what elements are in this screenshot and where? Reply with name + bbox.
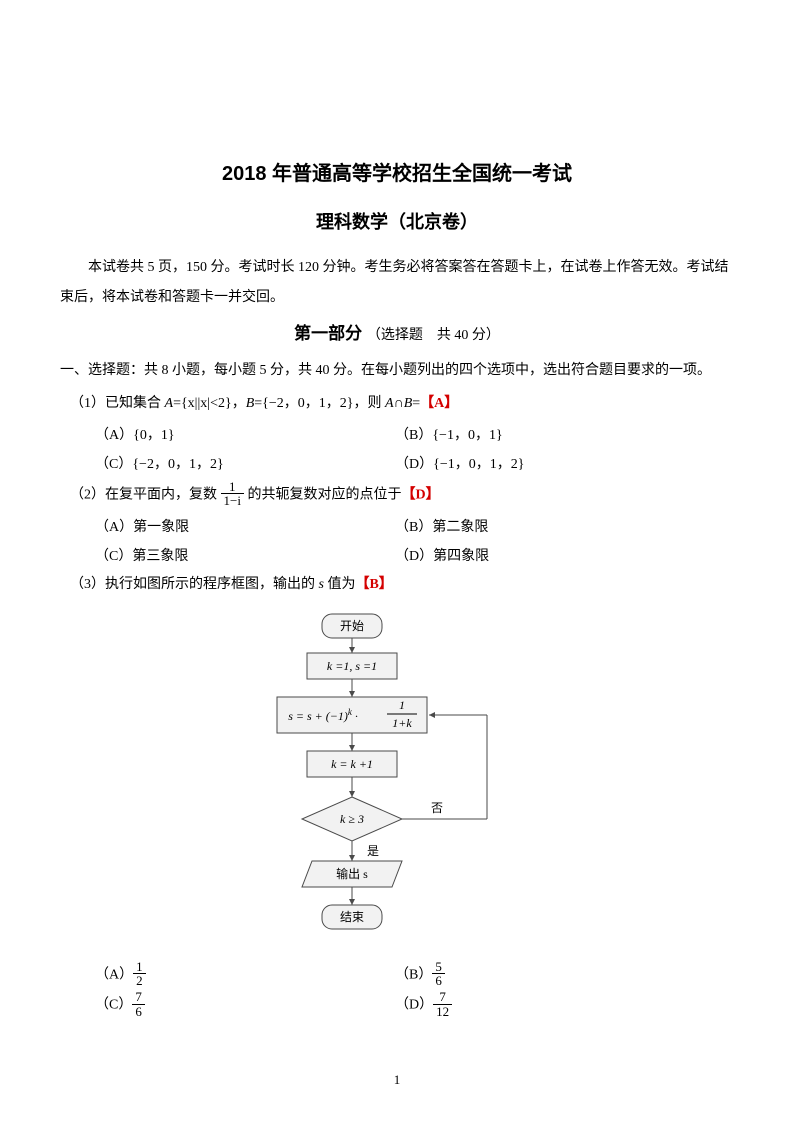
q1-opt-a: （A）{0，1} (95, 423, 395, 450)
q3-opt-c: （C）76 (95, 991, 395, 1019)
sub-title: 理科数学（北京卷） (60, 205, 734, 239)
q1-stem-mid: ={x||x|<2}， (173, 396, 246, 411)
question-2: （2）在复平面内，复数 11−i 的共轭复数对应的点位于【D】 (70, 481, 734, 509)
q2-den: 1−i (221, 494, 244, 508)
q3-stem-post: 值为 (324, 577, 356, 592)
q2-stem-post: 的共轭复数对应的点位于 (244, 487, 402, 502)
q3-answer: 【B】 (355, 577, 392, 592)
page-number: 1 (0, 1072, 794, 1088)
q1-cap: ∩ (394, 396, 404, 411)
q2-opt-d: （D）第四象限 (395, 544, 695, 571)
q1-opt-d: （D）{−1，0，1，2} (395, 452, 695, 479)
q1-stem-pre: （1）已知集合 (70, 396, 165, 411)
question-1: （1）已知集合 A={x||x|<2}，B={−2，0，1，2}，则 A∩B=【… (70, 391, 734, 418)
q1-answer: 【A】 (420, 396, 458, 411)
flow-end: 结束 (340, 910, 364, 924)
q3-b-den: 6 (432, 974, 445, 988)
q2-opt-b: （B）第二象限 (395, 515, 695, 542)
q3-b-label: （B） (395, 967, 432, 982)
q2-fraction: 11−i (221, 480, 244, 508)
q2-options: （A）第一象限 （B）第二象限 （C）第三象限 （D）第四象限 (95, 515, 734, 572)
flow-init: k =1, s =1 (327, 659, 377, 673)
q3-c-den: 6 (132, 1005, 145, 1019)
q3-a-den: 2 (133, 974, 146, 988)
q3-c-num: 7 (132, 990, 145, 1005)
q3-opt-a: （A）12 (95, 961, 395, 989)
flow-start: 开始 (340, 619, 364, 633)
flow-proc1-pre: s = s + (−1) (288, 709, 348, 723)
q3-d-num: 7 (433, 990, 452, 1005)
flow-no: 否 (431, 801, 443, 815)
q2-stem-pre: （2）在复平面内，复数 (70, 487, 221, 502)
main-title: 2018 年普通高等学校招生全国统一考试 (60, 155, 734, 193)
q1-eq: = (412, 396, 420, 411)
q3-b-num: 5 (432, 960, 445, 975)
svg-text:s = s + (−1)k ·: s = s + (−1)k · (288, 707, 358, 723)
q2-num: 1 (221, 480, 244, 495)
flow-proc1-num: 1 (399, 698, 405, 712)
q2-opt-a: （A）第一象限 (95, 515, 395, 542)
q3-d-label: （D） (395, 997, 433, 1012)
q1-opt-c: （C）{−2，0，1，2} (95, 452, 395, 479)
flow-proc1-dot: · (352, 709, 358, 723)
flow-yes: 是 (367, 844, 379, 858)
flow-proc1-den: 1+k (392, 716, 412, 730)
flowchart: 开始 k =1, s =1 s = s + (−1)k · 1 1+k k = … (237, 609, 557, 949)
q2-answer: 【D】 (401, 487, 439, 502)
q1-opt-b: （B）{−1，0，1} (395, 423, 695, 450)
part-label: 第一部分 (294, 324, 362, 343)
part-title: 第一部分 （选择题 共 40 分） (60, 318, 734, 350)
flow-proc2: k = k +1 (331, 757, 373, 771)
q1-options: （A）{0，1} （B）{−1，0，1} （C）{−2，0，1，2} （D）{−… (95, 423, 734, 480)
q3-stem-pre: （3）执行如图所示的程序框图，输出的 (70, 577, 319, 592)
part-sub: （选择题 共 40 分） (367, 328, 500, 343)
q3-options: （A）12 （B）56 （C）76 （D）712 (95, 961, 734, 1022)
q3-opt-b: （B）56 (395, 961, 695, 989)
q3-a-label: （A） (95, 967, 133, 982)
q2-opt-c: （C）第三象限 (95, 544, 395, 571)
flow-out: 输出 s (336, 866, 368, 881)
q1-stem-mid2: ={−2，0，1，2}，则 (254, 396, 385, 411)
q3-c-label: （C） (95, 997, 132, 1012)
flow-cond: k ≥ 3 (340, 812, 364, 826)
intro-text: 本试卷共 5 页，150 分。考试时长 120 分钟。考生务必将答案答在答题卡上… (60, 253, 734, 312)
question-3: （3）执行如图所示的程序框图，输出的 s 值为【B】 (70, 572, 734, 599)
q3-a-num: 1 (133, 960, 146, 975)
q3-opt-d: （D）712 (395, 991, 695, 1019)
section-instruction: 一、选择题：共 8 小题，每小题 5 分，共 40 分。在每小题列出的四个选项中… (60, 358, 734, 385)
q3-d-den: 12 (433, 1005, 452, 1019)
